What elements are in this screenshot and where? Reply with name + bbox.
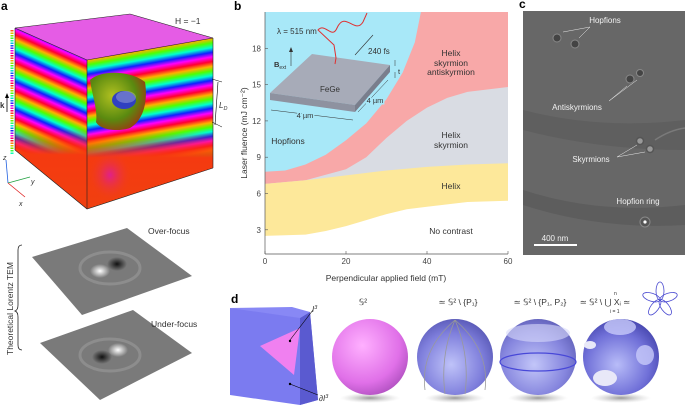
- panel-d: d I3 ∂I3 𝕊² ≃ 𝕊² \ {P₁}: [230, 281, 678, 405]
- panel-c-label: c: [519, 0, 526, 11]
- sphere-label-4: ≃ 𝕊² \ ⋃ Xᵢ ≃: [580, 297, 631, 307]
- arrow-up-icon: [5, 93, 9, 98]
- hopf-index: H = −1: [175, 16, 201, 26]
- panel-d-label: d: [231, 292, 238, 306]
- ld-label: LD: [219, 101, 227, 112]
- panel-b-label: b: [234, 0, 241, 13]
- fege-slab-top: [270, 54, 390, 105]
- axis-triad: z y x: [2, 155, 35, 208]
- flower-icon: [642, 281, 678, 316]
- width-label-2: 4 µm: [367, 96, 384, 105]
- annotation-skyrmions: Skyrmions: [572, 155, 609, 164]
- x-axis-title: Perpendicular applied field (mT): [326, 273, 447, 283]
- cube-diagram: I3 ∂I3: [230, 305, 329, 405]
- phase-diagram: [265, 12, 508, 255]
- axis-z-label: z: [2, 155, 7, 162]
- pulse-label: 240 fs: [368, 47, 390, 56]
- under-focus-label: Under-focus: [151, 319, 197, 329]
- y-tick-label: 12: [252, 117, 261, 126]
- panel-a: a H = −1 k: [0, 0, 227, 400]
- region-label-no-contrast: No contrast: [429, 226, 473, 236]
- panel-b: b 0 20 40 60 3 6 9 12 15 18 Perpendicular applied…: [234, 0, 513, 283]
- x-tick-label: 40: [423, 257, 432, 266]
- x-tick-label: 60: [504, 257, 513, 266]
- axes: 0 20 40 60 3 6 9 12 15 18: [252, 12, 513, 266]
- y-tick-label: 15: [252, 81, 261, 90]
- region-label-hopfions: Hopfions: [271, 136, 305, 146]
- y-tick-label: 3: [257, 226, 262, 235]
- panel-c: c Hopfions Antiskyrmions Skyrmions Hopfi…: [519, 0, 685, 255]
- region-no-contrast: [265, 200, 508, 254]
- axis-x-label: x: [18, 201, 23, 208]
- region-label-helix-skyrmion-antiskyrmion-1: Helix: [442, 48, 462, 58]
- annotation-antiskyrmions: Antiskyrmions: [552, 103, 602, 112]
- region-label-helix-skyrmion-antiskyrmion-3: antiskyrmion: [427, 67, 475, 77]
- annotation-pointers: [562, 26, 646, 158]
- cube-top-face: [15, 14, 213, 60]
- sphere-label-3: ≃ 𝕊² \ {P₁, P₂}: [514, 297, 567, 307]
- sphere-one-point: ≃ 𝕊² \ {P₁}: [417, 297, 493, 403]
- scale-bar-label: 400 nm: [542, 234, 569, 243]
- region-label-helix: Helix: [442, 181, 462, 191]
- sphere-s2: 𝕊²: [332, 297, 408, 403]
- k-vector: k: [0, 93, 9, 112]
- side-label: Theoretical Lorentz TEM: [5, 262, 15, 355]
- tem-under-focus: Under-focus: [40, 310, 197, 400]
- x-tick-label: 0: [263, 257, 268, 266]
- k-label: k: [0, 101, 5, 110]
- sphere-label-2: ≃ 𝕊² \ {P₁}: [438, 297, 477, 307]
- annotation-hopfions: Hopfions: [589, 16, 621, 25]
- union-bottom: i = 1: [610, 309, 620, 315]
- sphere-label-1: 𝕊²: [359, 297, 367, 307]
- thickness-label: t: [398, 67, 401, 76]
- interior-label: I3: [312, 305, 318, 314]
- hopfion-cube: [10, 13, 214, 210]
- arrow-up-icon: [289, 47, 293, 52]
- y-tick-label: 18: [252, 44, 261, 53]
- floor-spot: [88, 149, 132, 201]
- hopfion-torus: [90, 72, 146, 130]
- material-label: FeGe: [320, 85, 341, 94]
- y-axis-title: Laser fluence (mJ cm⁻²): [239, 87, 249, 179]
- region-label-helix-skyrmion-1: Helix: [442, 130, 462, 140]
- over-focus-label: Over-focus: [148, 226, 190, 236]
- region-label-helix-skyrmion-antiskyrmion-2: skyrmion: [434, 58, 468, 68]
- x-tick-label: 20: [342, 257, 351, 266]
- ld-dimension: LD: [211, 78, 227, 128]
- union-top: n: [614, 291, 617, 297]
- y-tick-label: 9: [257, 153, 262, 162]
- tem-over-focus: Over-focus: [32, 226, 192, 315]
- y-tick-label: 6: [257, 190, 262, 199]
- texture-spots: [552, 33, 655, 228]
- tem-bracket: [13, 244, 23, 351]
- sphere-n-points: ≃ 𝕊² \ ⋃ Xᵢ ≃ n i = 1: [580, 291, 659, 403]
- region-label-helix-skyrmion-2: skyrmion: [434, 140, 468, 150]
- axis-y-label: y: [30, 179, 35, 186]
- panel-a-label: a: [1, 0, 8, 13]
- sample-inset: FeGe λ = 515 nm 240 fs Bext t 4 µm 4 µm: [270, 12, 401, 122]
- boundary-label: ∂I3: [319, 394, 329, 403]
- wavelength-label: λ = 515 nm: [277, 27, 317, 36]
- region-labels: Hopfions Helix skyrmion antiskyrmion Hel…: [271, 48, 475, 236]
- sphere-two-points: ≃ 𝕊² \ {P₁, P₂}: [499, 297, 577, 403]
- width-label-1: 4 µm: [297, 111, 314, 120]
- field-label: Bext: [274, 60, 287, 71]
- laser-pulse-icon: [317, 12, 368, 65]
- annotation-hopfion-ring: Hopfion ring: [616, 197, 659, 206]
